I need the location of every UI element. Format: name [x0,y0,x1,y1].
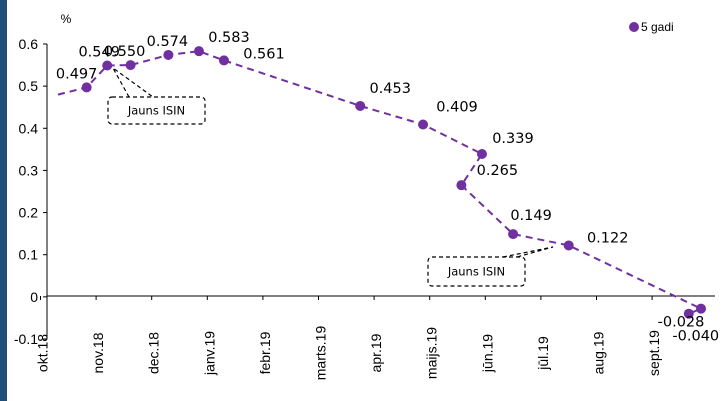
data-label: 0.561 [243,46,285,62]
data-point [163,49,174,60]
x-tick-label-group: janv.19 [201,331,217,376]
data-point [508,229,519,240]
series-markers [81,46,707,319]
callouts: Jauns ISIN Jauns ISIN [107,67,554,287]
data-label: 0.122 [587,230,629,246]
callout-box [107,96,206,125]
data-point [193,46,204,57]
x-tick-label: nov.18 [90,332,106,373]
data-point [218,55,229,66]
data-label: -0.028 [658,315,705,331]
data-label: 0.574 [147,34,189,50]
data-point [355,100,366,111]
x-tick-label-group: apr.19 [368,333,384,372]
x-tick-label-group: febr.19 [257,331,273,374]
x-tick-label: dec.18 [146,332,162,374]
y-tick-label: -0.1 [14,331,38,347]
data-point [102,60,113,71]
y-tick-label: 0.1 [19,247,39,263]
data-point [125,60,136,71]
x-tick-label-group: jūn.19 [479,334,495,373]
series-path [57,50,704,315]
y-tick-label: 0 [30,289,38,305]
x-tick-label: aug.19 [591,331,607,374]
callout-pointer [112,67,154,98]
data-label: 0.583 [208,30,250,46]
left-accent-band [0,0,7,401]
x-tick-label-group: jūl.19 [535,336,551,371]
callout-jauns-isin: Jauns ISIN [427,246,554,287]
x-tick-label-group: maijs.19 [424,327,440,379]
x-tick-label: jūn.19 [479,334,495,373]
x-tick-label: sept.19 [646,330,662,376]
data-label: -0.040 [672,329,719,345]
y-unit-label: % [61,12,72,26]
callout-jauns-isin: Jauns ISIN [107,67,206,125]
x-tick-label: maijs.19 [424,327,440,379]
y-tick-label: 0.3 [19,162,39,178]
data-label: 0.339 [492,131,534,147]
data-label: 0.409 [436,99,478,115]
x-tick-label-group: nov.18 [90,332,106,373]
callout-pointer [502,246,554,258]
x-tick-label-group: marts.19 [313,326,329,381]
data-point [418,119,429,130]
x-tick-label: marts.19 [313,326,329,381]
x-tick-label-group: dec.18 [146,332,162,374]
legend: 5 gadi [629,20,674,34]
data-label: 0.497 [56,66,98,82]
y-tick-label: 0.2 [19,205,39,221]
data-label: 0.453 [369,81,411,97]
x-tick-label: apr.19 [368,333,384,372]
data-point [696,303,707,314]
data-label: 0.149 [510,208,552,224]
data-point [563,240,574,251]
series-line [57,50,704,315]
y-tick-label: 0.4 [19,120,39,136]
data-label: 0.549 [78,44,120,60]
x-tick-label: jūl.19 [535,336,551,371]
x-tick-label: okt.18 [35,334,51,372]
x-tick-label-group: okt.18 [35,334,51,372]
x-tick-label: febr.19 [257,331,273,374]
data-label: 0.265 [477,163,519,179]
data-point [456,180,467,191]
legend-label: 5 gadi [641,20,674,34]
x-tick-label: janv.19 [201,331,217,376]
data-point [683,308,694,319]
y-tick-label: 0.5 [19,78,39,94]
data-label: 0.550 [104,44,146,60]
callout-box [427,256,526,287]
x-tick-label-group: aug.19 [591,331,607,374]
callout-text: Jauns ISIN [447,265,505,279]
data-point [81,82,92,93]
y-tick-label: 0.6 [19,36,39,52]
data-point [476,148,487,159]
x-tick-label-group: sept.19 [646,330,662,376]
callout-text: Jauns ISIN [127,104,185,118]
legend-marker [629,22,639,32]
axes: -0.1 0 0.1 0.2 0.3 0.4 0.5 0.6% okt.18 nov.18 dec.… [14,12,715,380]
